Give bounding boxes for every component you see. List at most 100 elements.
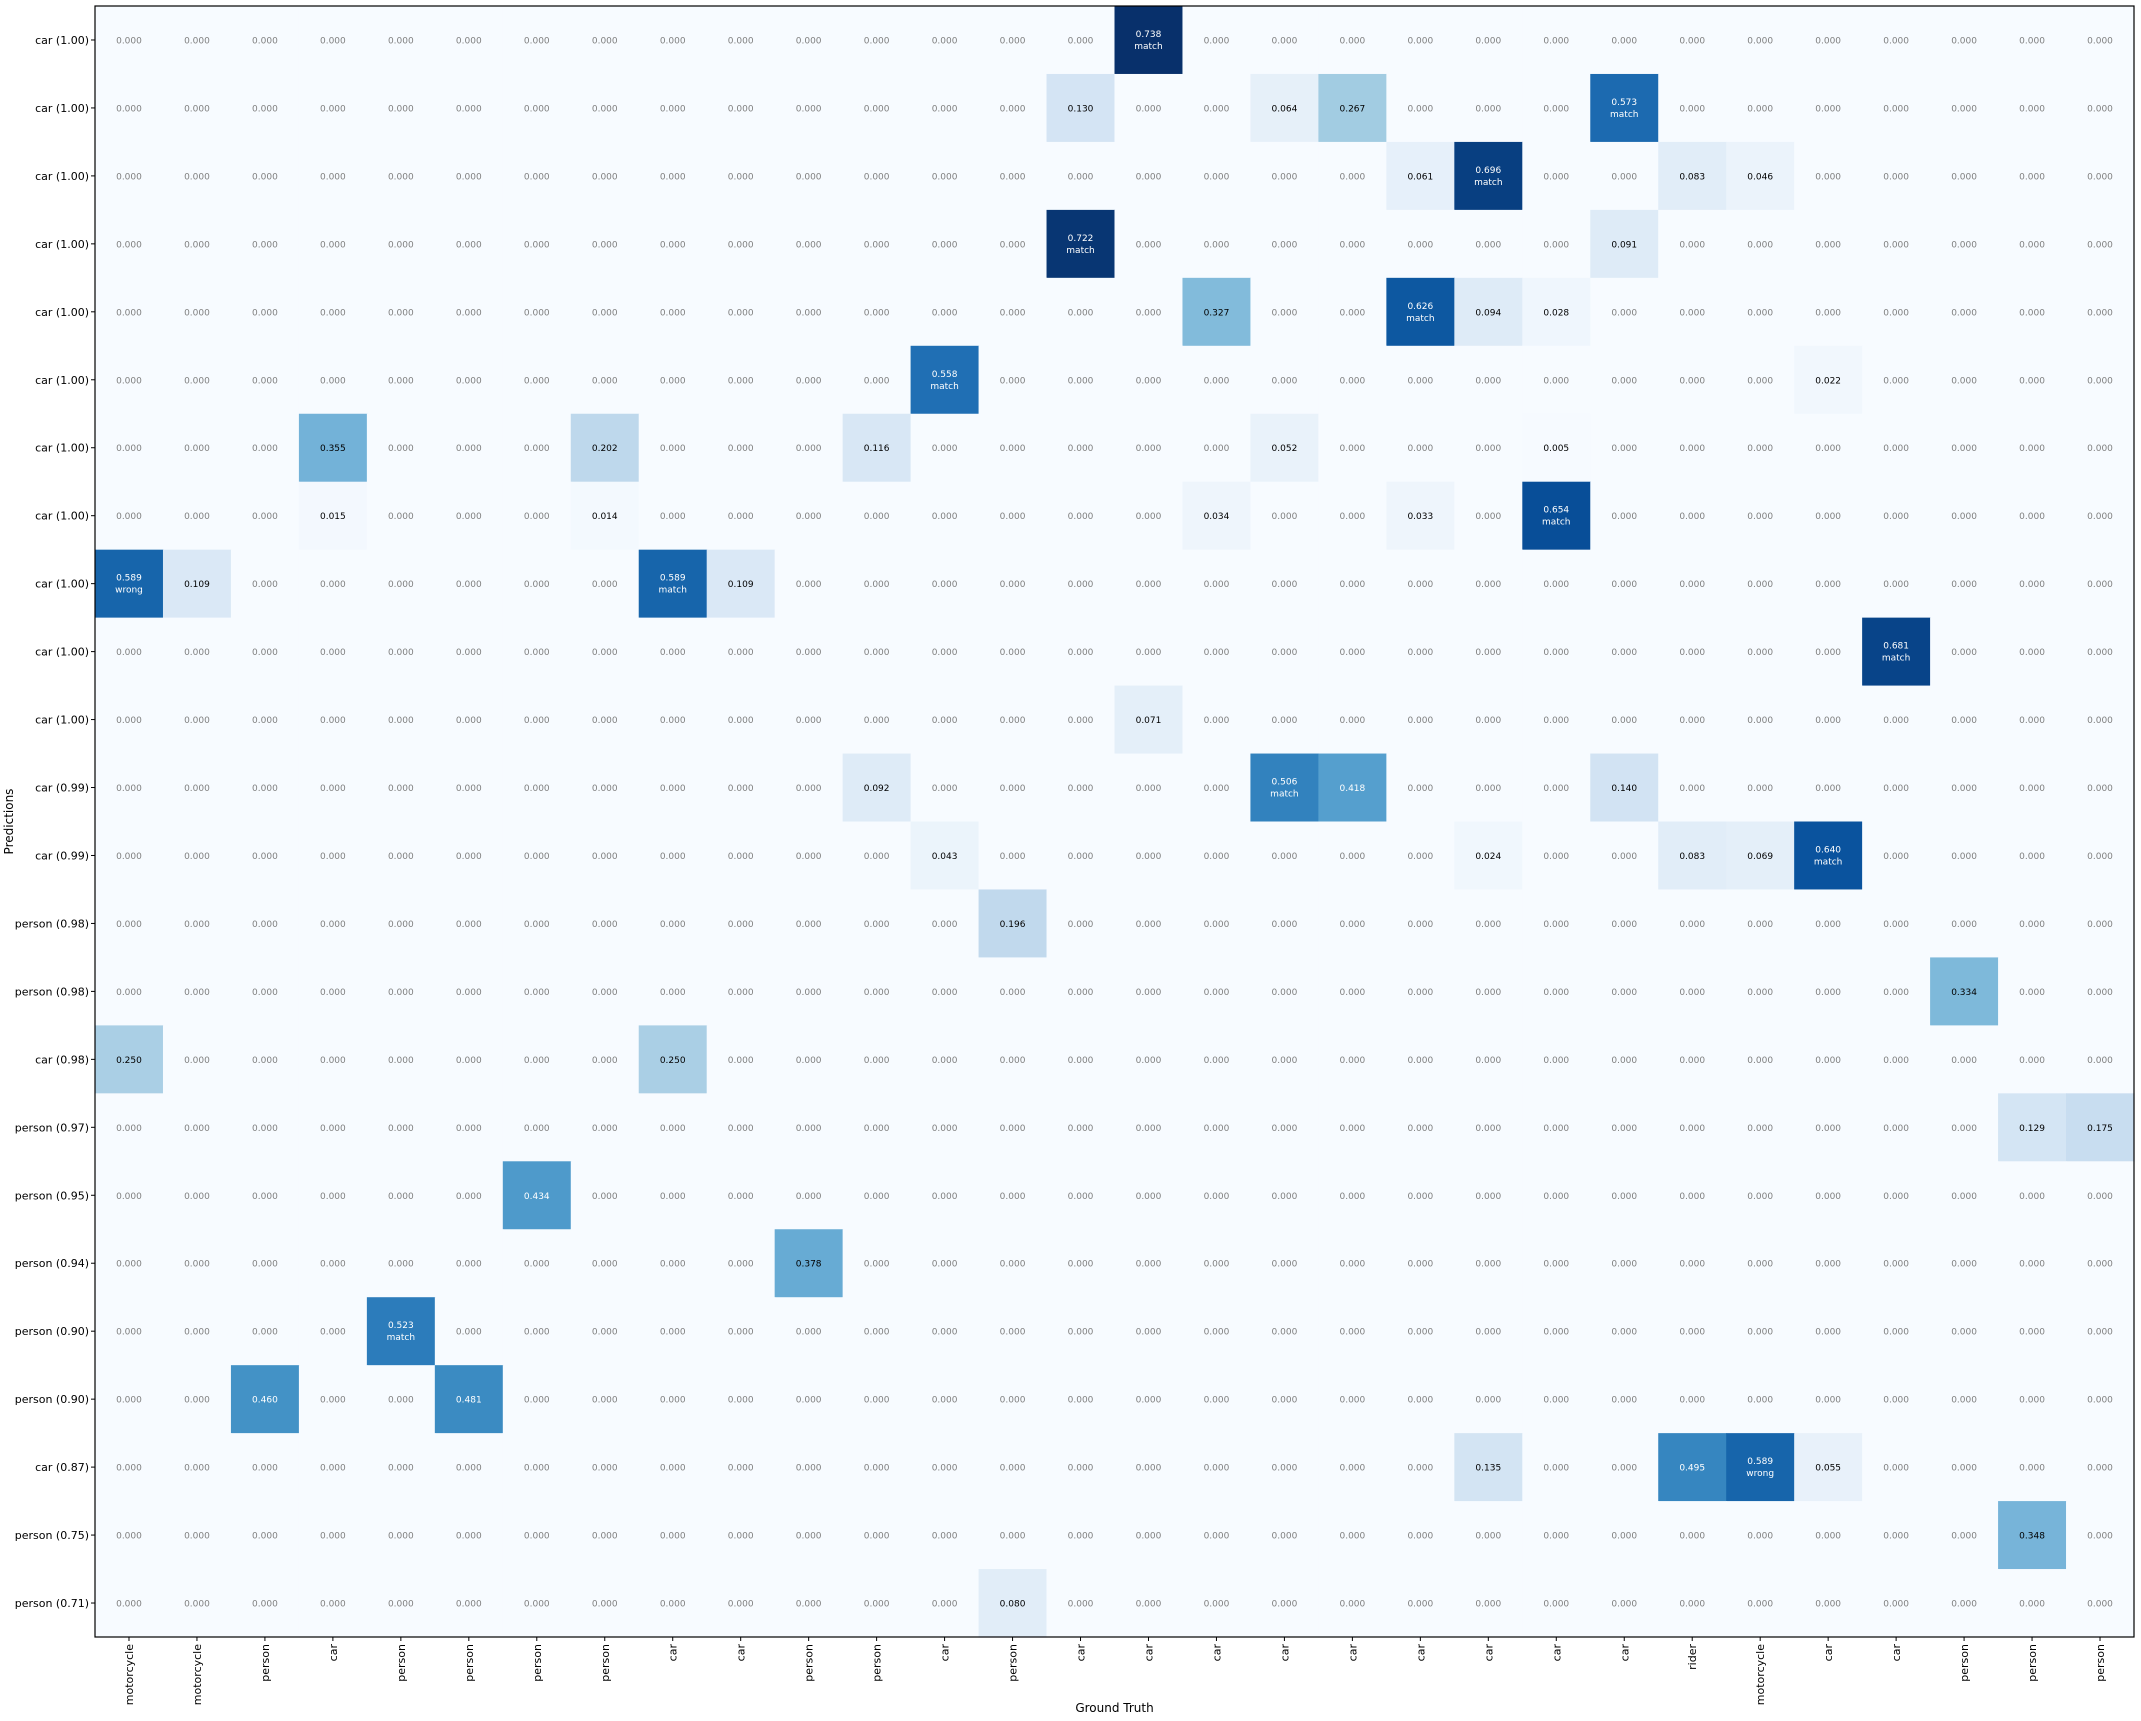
y-tick-label: car (1.00) bbox=[35, 510, 89, 523]
heatmap-cell bbox=[162, 481, 232, 551]
cell-value-label: 0.083 bbox=[1679, 852, 1705, 862]
cell-value-label: 0.000 bbox=[320, 1056, 346, 1066]
heatmap-cell bbox=[1454, 1365, 1523, 1434]
cell-value-label: 0.000 bbox=[1407, 1260, 1433, 1270]
cell-value-label: 0.000 bbox=[864, 512, 890, 522]
cell-value-label: 0.000 bbox=[728, 1464, 754, 1474]
heatmap-cell bbox=[162, 957, 232, 1026]
cell-value-label: 0.000 bbox=[1407, 716, 1433, 726]
heatmap-cell bbox=[2066, 413, 2135, 483]
heatmap-cell bbox=[1046, 1093, 1116, 1162]
cell-value-label: 0.000 bbox=[728, 1124, 754, 1134]
heatmap-cell bbox=[1658, 481, 1727, 551]
heatmap-cell bbox=[1046, 1433, 1116, 1502]
heatmap-cell bbox=[230, 141, 300, 211]
heatmap-cell bbox=[1794, 753, 1863, 823]
heatmap-cell bbox=[1182, 617, 1252, 687]
heatmap-cell bbox=[1726, 345, 1795, 415]
cell-value-label: 0.000 bbox=[184, 1464, 210, 1474]
heatmap-cell bbox=[162, 1569, 232, 1638]
cell-value-label: 0.000 bbox=[864, 1396, 890, 1406]
cell-value-label: 0.000 bbox=[1272, 988, 1298, 998]
cell-value-label: 0.000 bbox=[2019, 580, 2045, 590]
cell-value-label: 0.000 bbox=[932, 716, 958, 726]
heatmap-cell bbox=[1590, 1093, 1659, 1162]
heatmap-cell bbox=[162, 345, 232, 415]
heatmap-cell bbox=[95, 1161, 164, 1230]
y-tick-label: car (1.00) bbox=[35, 170, 89, 183]
cell-value-label: 0.000 bbox=[1000, 512, 1026, 522]
cell-value-label: 0.000 bbox=[252, 1260, 278, 1270]
heatmap-cell bbox=[842, 549, 912, 619]
cell-value-label: 0.000 bbox=[1407, 580, 1433, 590]
cell-value-label: 0.000 bbox=[1339, 1532, 1365, 1542]
heatmap-cell bbox=[1658, 889, 1727, 959]
heatmap-cell bbox=[1386, 1025, 1455, 1094]
heatmap-cell bbox=[1182, 277, 1252, 347]
heatmap-cell bbox=[1930, 277, 1999, 347]
cell-value-label: 0.000 bbox=[456, 1328, 482, 1338]
cell-value-label: 0.481 bbox=[456, 1396, 482, 1406]
cell-value-label: 0.000 bbox=[1000, 1532, 1026, 1542]
cell-note-label: match bbox=[1814, 857, 1842, 867]
y-tick-label: person (0.90) bbox=[15, 1393, 89, 1406]
cell-value-label: 0.064 bbox=[1272, 104, 1298, 114]
heatmap-cell bbox=[95, 413, 164, 483]
cell-value-label: 0.000 bbox=[116, 1260, 142, 1270]
heatmap-cell bbox=[910, 685, 980, 755]
cell-value-label: 0.000 bbox=[1951, 852, 1977, 862]
heatmap-cell bbox=[842, 889, 912, 959]
cell-value-label: 0.000 bbox=[1611, 1124, 1637, 1134]
cell-value-label: 0.000 bbox=[524, 580, 550, 590]
heatmap-cell bbox=[2066, 1093, 2135, 1162]
heatmap-cell bbox=[230, 1025, 300, 1094]
heatmap-cell bbox=[434, 481, 504, 551]
heatmap-cell bbox=[1046, 277, 1116, 347]
heatmap-cell bbox=[1726, 1433, 1795, 1502]
cell-value-label: 0.000 bbox=[1339, 920, 1365, 930]
heatmap-cell bbox=[1590, 821, 1659, 891]
heatmap-cell bbox=[1726, 1569, 1795, 1638]
cell-value-label: 0.000 bbox=[1204, 1260, 1230, 1270]
cell-value-label: 0.000 bbox=[660, 988, 686, 998]
heatmap-cell bbox=[95, 277, 164, 347]
cell-value-label: 0.000 bbox=[320, 1600, 346, 1610]
cell-value-label: 0.000 bbox=[660, 172, 686, 182]
heatmap-cell bbox=[842, 1161, 912, 1230]
cell-value-label: 0.000 bbox=[796, 1600, 822, 1610]
heatmap-cell bbox=[1454, 1229, 1523, 1298]
cell-value-label: 0.000 bbox=[1068, 988, 1094, 998]
heatmap-cell bbox=[434, 1433, 504, 1502]
y-tick-label: car (0.98) bbox=[35, 1053, 89, 1066]
heatmap-cell bbox=[1590, 1433, 1659, 1502]
cell-value-label: 0.000 bbox=[252, 852, 278, 862]
heatmap-cell bbox=[842, 753, 912, 823]
heatmap-cell bbox=[1250, 1365, 1319, 1434]
heatmap-cell bbox=[570, 1297, 640, 1366]
heatmap-cell bbox=[1590, 617, 1659, 687]
heatmap-cell bbox=[298, 345, 368, 415]
heatmap-cell bbox=[1386, 1569, 1455, 1638]
x-tick-label: person bbox=[1007, 1644, 1020, 1682]
y-tick-label: car (1.00) bbox=[35, 442, 89, 455]
cell-value-label: 0.000 bbox=[1136, 1192, 1162, 1202]
heatmap-cell bbox=[910, 1229, 980, 1298]
cell-value-label: 0.000 bbox=[1611, 444, 1637, 454]
cell-value-label: 0.000 bbox=[1068, 648, 1094, 658]
cell-value-label: 0.000 bbox=[456, 1464, 482, 1474]
heatmap-cell bbox=[570, 957, 640, 1026]
heatmap-cell bbox=[502, 209, 572, 279]
cell-value-label: 0.000 bbox=[184, 988, 210, 998]
cell-value-label: 0.000 bbox=[1951, 716, 1977, 726]
cell-value-label: 0.000 bbox=[1951, 1532, 1977, 1542]
cell-value-label: 0.000 bbox=[1747, 1056, 1773, 1066]
cell-value-label: 0.000 bbox=[320, 308, 346, 318]
heatmap-cell bbox=[638, 141, 708, 211]
heatmap-cell bbox=[366, 141, 436, 211]
heatmap-cell bbox=[570, 73, 640, 143]
cell-value-label: 0.000 bbox=[660, 1124, 686, 1134]
cell-value-label: 0.000 bbox=[1883, 716, 1909, 726]
cell-value-label: 0.000 bbox=[1136, 104, 1162, 114]
cell-value-label: 0.355 bbox=[320, 444, 346, 454]
cell-value-label: 0.000 bbox=[524, 1056, 550, 1066]
